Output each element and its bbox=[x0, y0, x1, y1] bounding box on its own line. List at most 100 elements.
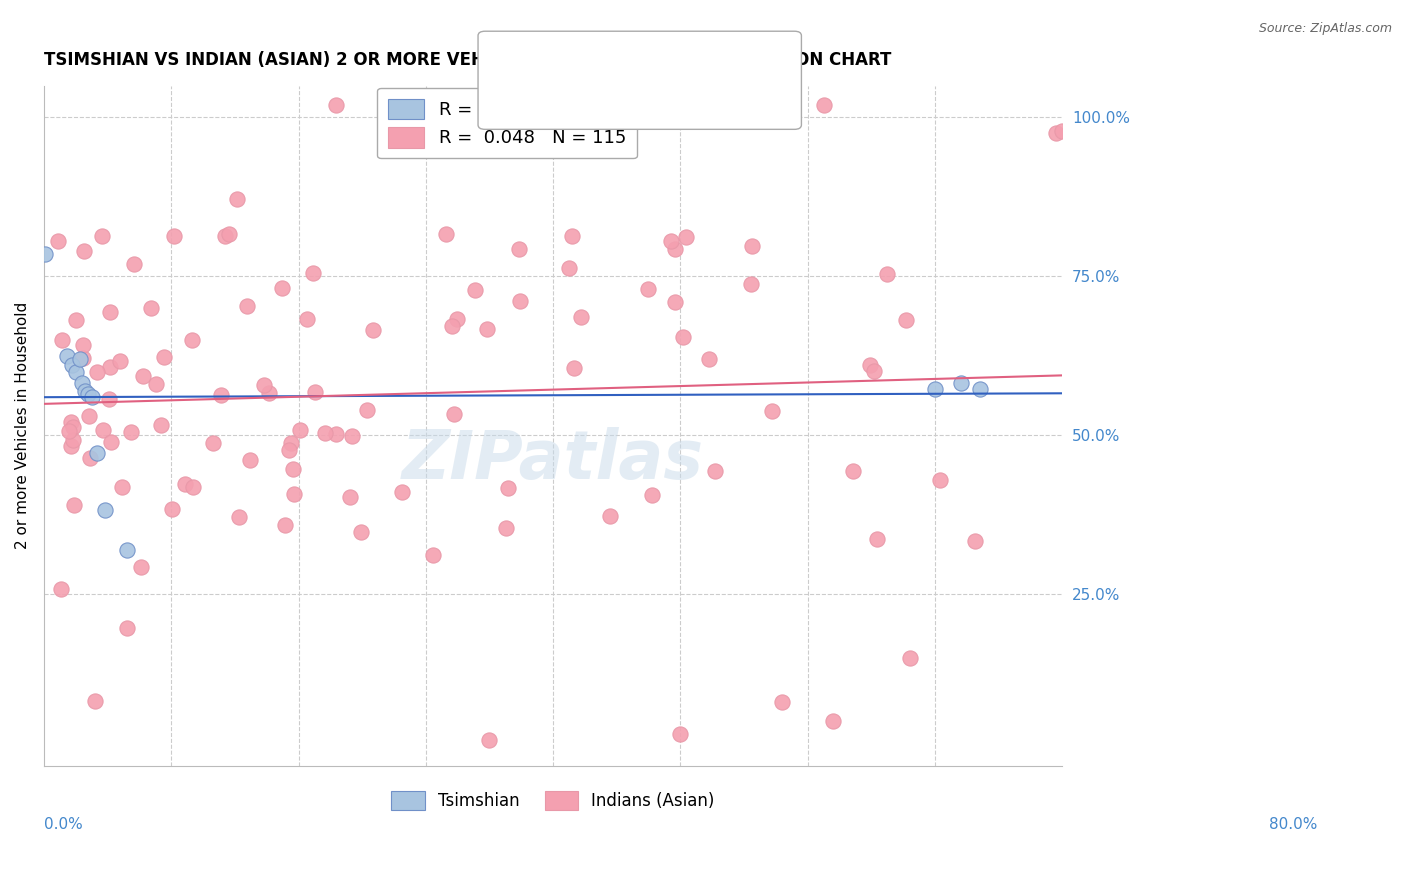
Point bbox=[273, 517, 295, 532]
Point bbox=[876, 267, 898, 281]
Point bbox=[475, 322, 498, 336]
Point bbox=[108, 353, 131, 368]
Text: TSIMSHIAN VS INDIAN (ASIAN) 2 OR MORE VEHICLES IN HOUSEHOLD CORRELATION CHART: TSIMSHIAN VS INDIAN (ASIAN) 2 OR MORE VE… bbox=[44, 51, 891, 69]
Text: Source: ZipAtlas.com: Source: ZipAtlas.com bbox=[1258, 22, 1392, 36]
Point bbox=[659, 234, 682, 248]
Point bbox=[478, 733, 501, 747]
Point bbox=[73, 244, 96, 259]
Point bbox=[761, 404, 783, 418]
Point bbox=[84, 694, 107, 708]
Point bbox=[859, 359, 882, 373]
Point bbox=[145, 377, 167, 392]
Point bbox=[1052, 124, 1074, 138]
Point bbox=[356, 403, 378, 417]
Point bbox=[86, 365, 108, 379]
Point bbox=[697, 352, 720, 367]
Point bbox=[509, 293, 531, 308]
Point bbox=[73, 384, 96, 398]
Point bbox=[91, 229, 114, 244]
Point bbox=[201, 436, 224, 450]
Point bbox=[569, 310, 592, 324]
Point bbox=[160, 502, 183, 516]
Point bbox=[434, 227, 457, 241]
Point bbox=[218, 227, 240, 241]
Point bbox=[79, 451, 101, 466]
Point bbox=[675, 230, 697, 244]
Point bbox=[72, 338, 94, 352]
Point bbox=[163, 229, 186, 244]
Point bbox=[637, 282, 659, 296]
Point bbox=[228, 510, 250, 524]
Point bbox=[98, 360, 121, 375]
Point bbox=[823, 714, 845, 729]
Point bbox=[965, 533, 987, 548]
Point bbox=[304, 384, 326, 399]
Point bbox=[599, 509, 621, 524]
Point bbox=[94, 503, 117, 517]
Point bbox=[209, 388, 232, 402]
Point bbox=[236, 299, 259, 313]
Point bbox=[111, 480, 134, 494]
Point bbox=[72, 351, 94, 365]
Point bbox=[49, 582, 72, 597]
Point bbox=[280, 435, 302, 450]
Point bbox=[866, 532, 889, 546]
Point bbox=[288, 423, 311, 437]
Point bbox=[56, 349, 79, 363]
Point bbox=[278, 442, 301, 457]
Point bbox=[120, 425, 142, 439]
Point bbox=[63, 498, 86, 512]
Point bbox=[562, 360, 585, 375]
Point bbox=[62, 433, 84, 447]
Point bbox=[253, 378, 276, 392]
Point bbox=[93, 423, 115, 437]
Point bbox=[641, 488, 664, 502]
Legend: Tsimshian, Indians (Asian): Tsimshian, Indians (Asian) bbox=[382, 783, 723, 819]
Point bbox=[361, 323, 384, 337]
Text: ZIPatlas: ZIPatlas bbox=[402, 426, 704, 492]
Point bbox=[139, 301, 162, 315]
Point bbox=[60, 359, 83, 373]
Point bbox=[65, 365, 87, 379]
Point bbox=[440, 319, 463, 334]
Point bbox=[77, 409, 100, 423]
Point bbox=[98, 392, 121, 406]
Point bbox=[239, 452, 262, 467]
Point bbox=[295, 311, 318, 326]
Point bbox=[257, 386, 280, 401]
Point bbox=[59, 439, 82, 453]
Point bbox=[325, 97, 347, 112]
Point bbox=[929, 473, 952, 487]
Text: 0.0%: 0.0% bbox=[44, 817, 83, 832]
Point bbox=[183, 480, 205, 494]
Point bbox=[283, 461, 305, 475]
Point bbox=[446, 312, 468, 326]
Point bbox=[70, 376, 93, 390]
Point bbox=[214, 229, 236, 244]
Point bbox=[86, 446, 108, 460]
Point bbox=[283, 487, 305, 501]
Point bbox=[894, 312, 917, 326]
Point bbox=[115, 621, 138, 635]
Point bbox=[495, 521, 517, 535]
Point bbox=[464, 283, 486, 297]
Point bbox=[969, 383, 991, 397]
Point bbox=[226, 192, 249, 206]
Point bbox=[82, 390, 104, 404]
Point bbox=[561, 229, 583, 244]
Point bbox=[122, 257, 145, 271]
Point bbox=[340, 429, 363, 443]
Point bbox=[813, 97, 835, 112]
Point bbox=[669, 727, 692, 741]
Point bbox=[443, 407, 465, 421]
Point bbox=[422, 548, 444, 562]
Point bbox=[98, 304, 121, 318]
Point bbox=[132, 368, 155, 383]
Point bbox=[58, 424, 80, 438]
Point bbox=[770, 695, 793, 709]
Point bbox=[314, 426, 336, 441]
Point bbox=[65, 313, 87, 327]
Point bbox=[301, 266, 323, 280]
Point bbox=[271, 281, 294, 295]
Point bbox=[949, 376, 972, 390]
